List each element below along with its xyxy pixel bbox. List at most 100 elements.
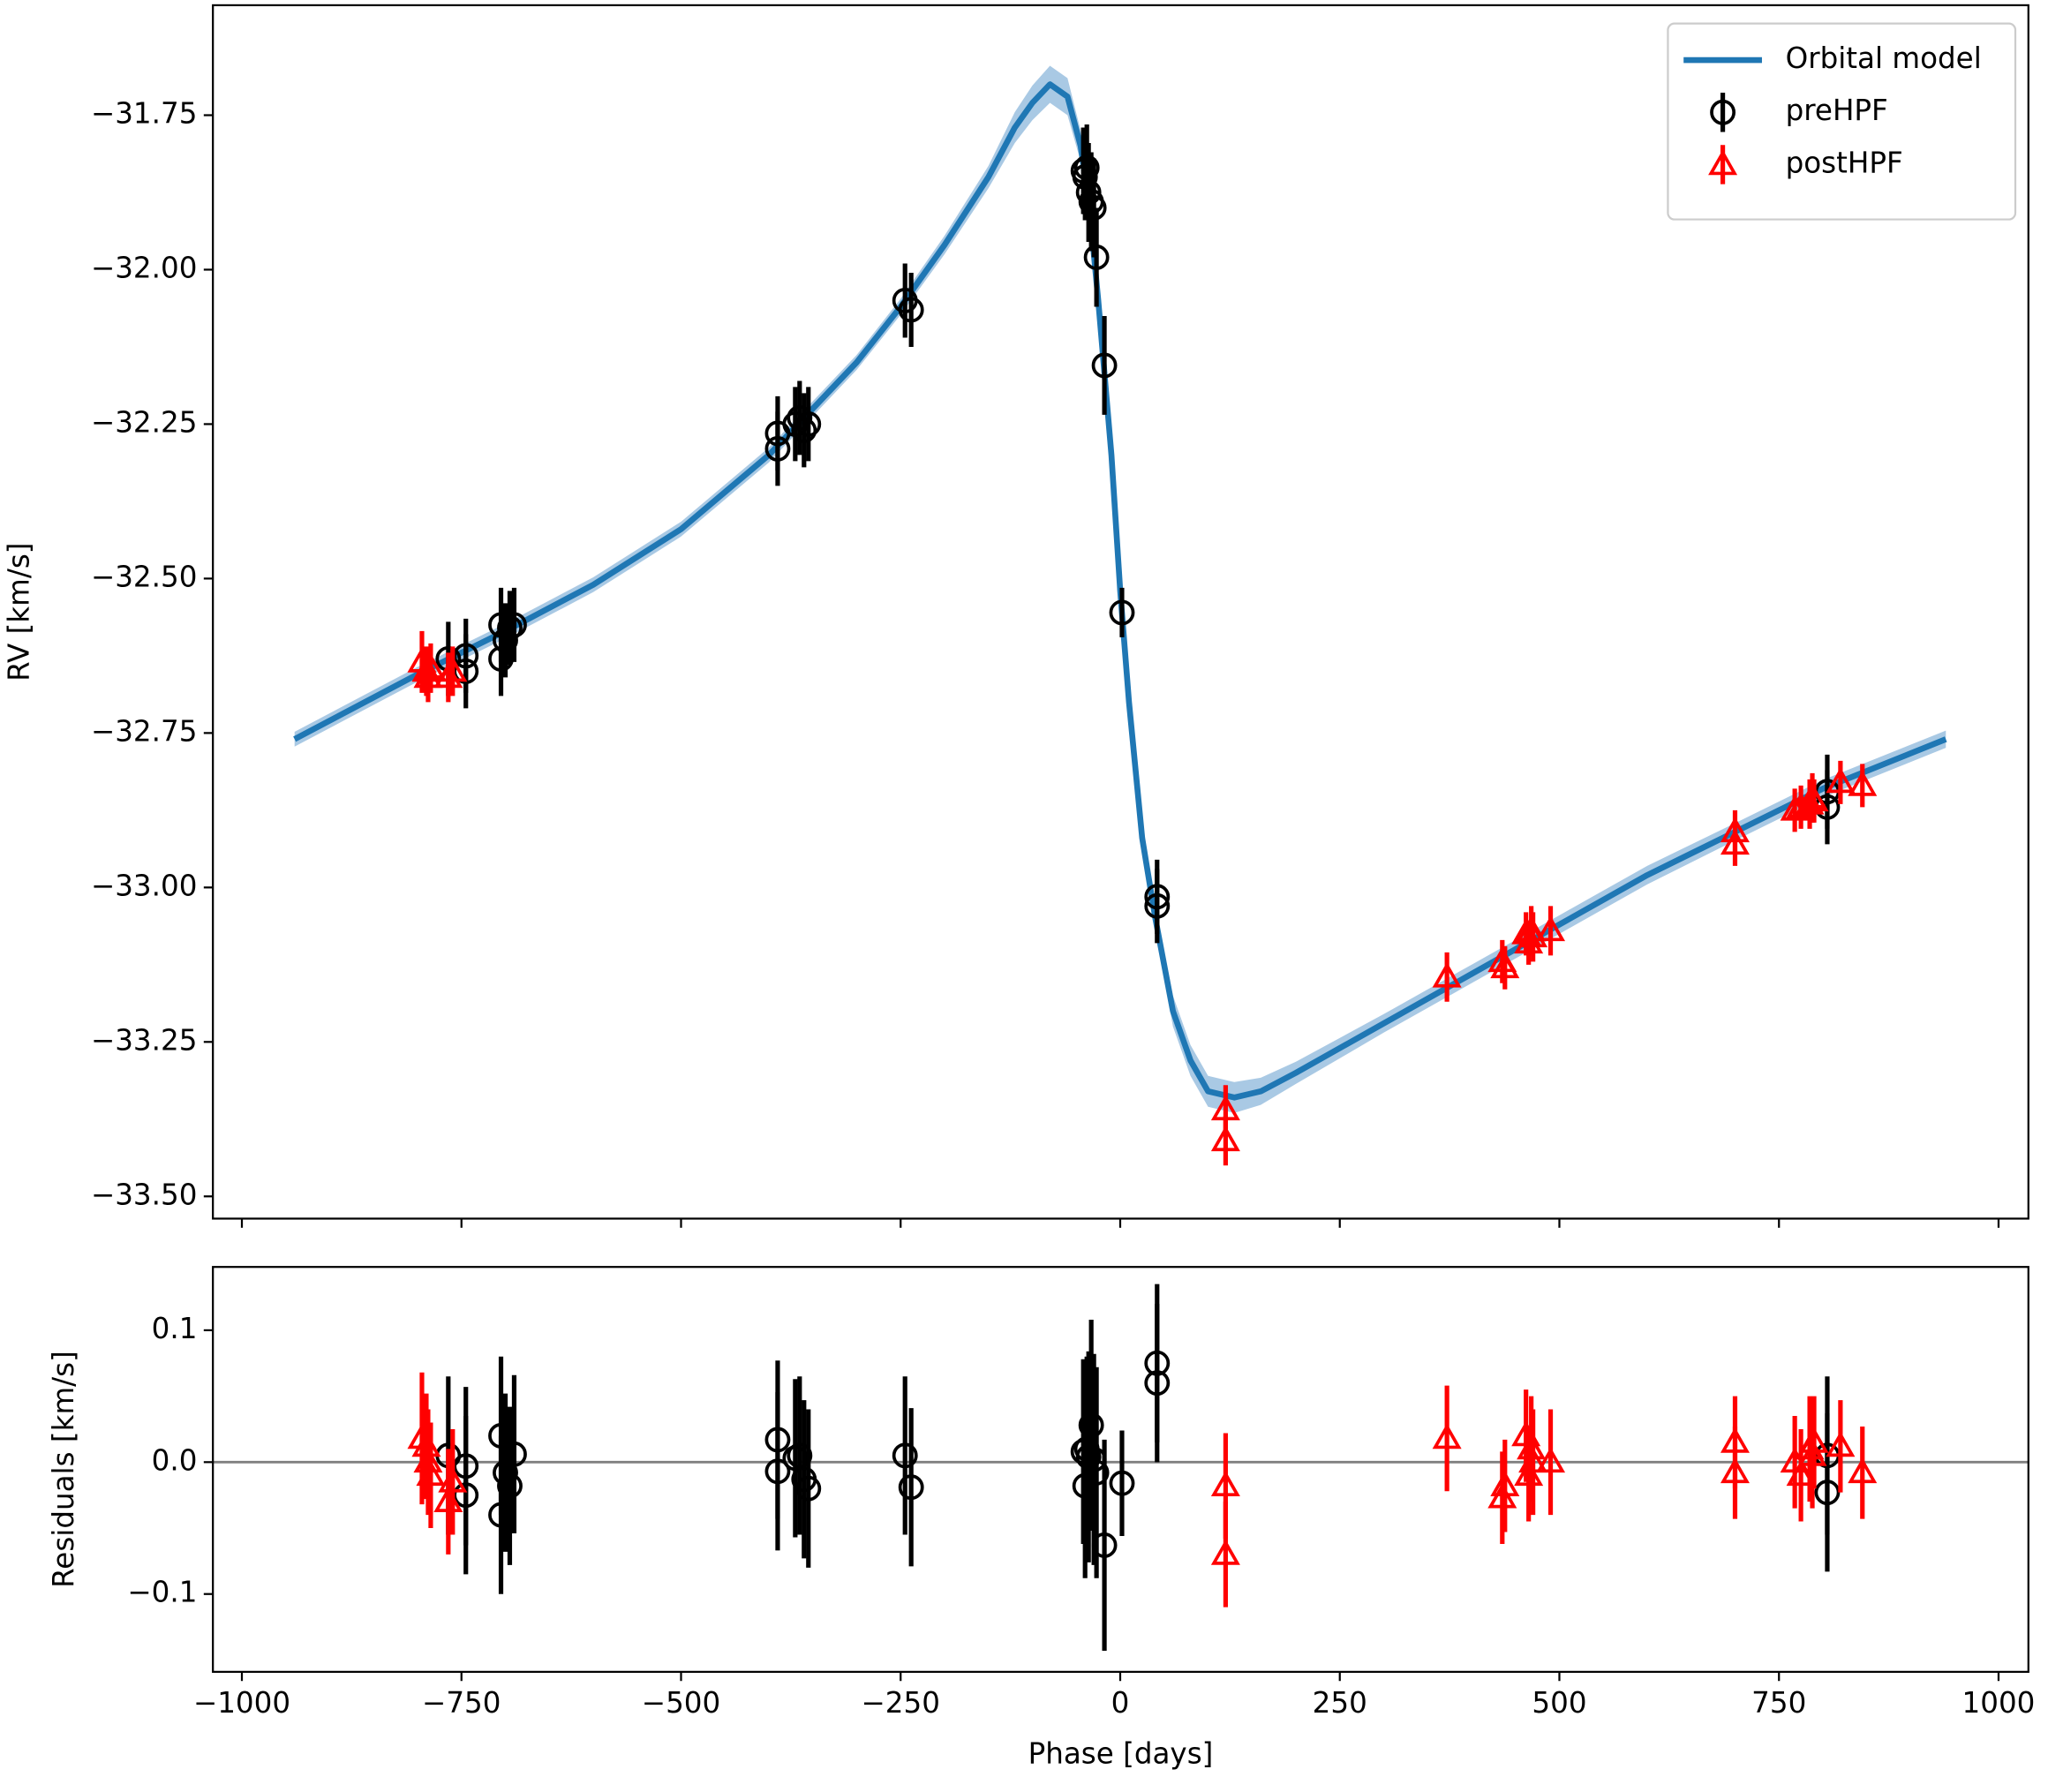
triangle-marker (416, 1460, 446, 1487)
circle-marker (501, 612, 527, 638)
triangle-marker (1210, 1126, 1240, 1152)
plot-frame (212, 4, 2029, 1220)
triangle-marker (1797, 1440, 1827, 1466)
circle-marker (1109, 599, 1135, 626)
y-tick-label: −32.75 (91, 714, 197, 748)
circle-marker (1072, 164, 1098, 190)
circle-marker (501, 1441, 527, 1467)
y-tick-label: −0.1 (127, 1576, 197, 1609)
y-tick-label: −33.50 (91, 1178, 197, 1211)
triangle-marker (433, 1487, 463, 1512)
model-line (293, 81, 1947, 1101)
y-tick-label: −33.25 (91, 1023, 197, 1057)
y-tick-label: −33.00 (91, 869, 197, 902)
circle-marker (764, 435, 791, 462)
circle-marker (1080, 1446, 1107, 1472)
circle-marker (1080, 195, 1107, 221)
triangle-marker (1848, 1457, 1878, 1484)
circle-marker (1144, 1370, 1171, 1397)
triangle-marker (438, 1466, 468, 1493)
legend-label: Orbital model (1786, 41, 1982, 75)
circle-marker (795, 1475, 822, 1502)
circle-marker (764, 1427, 791, 1453)
y-axis-label: Residuals [km/s] (47, 1351, 80, 1588)
triangle-marker (1799, 1427, 1829, 1453)
triangle-marker (1432, 961, 1462, 988)
circle-marker (1078, 1412, 1104, 1438)
triangle-marker (1432, 1423, 1462, 1449)
x-tick-label: −250 (862, 1686, 940, 1720)
triangle-marker (1210, 1471, 1240, 1497)
y-tick-label: −32.50 (91, 560, 197, 593)
triangle-marker (1720, 829, 1750, 855)
y-axis-label: RV [km/s] (3, 543, 36, 681)
x-tick-label: −750 (422, 1686, 501, 1720)
legend-label: preHPF (1786, 94, 1888, 127)
circle-marker (488, 1423, 514, 1449)
circle-marker (1083, 1459, 1110, 1486)
circle-marker (1083, 245, 1110, 270)
triangle-marker (416, 652, 446, 679)
x-tick-label: 250 (1313, 1686, 1367, 1720)
triangle-marker (1720, 817, 1750, 843)
circle-marker (1109, 1470, 1135, 1496)
circle-marker (488, 1502, 514, 1528)
x-tick-label: 500 (1532, 1686, 1586, 1720)
triangle-marker (1518, 922, 1548, 948)
x-tick-label: −500 (642, 1686, 720, 1720)
triangle-marker (1511, 918, 1541, 945)
plot-frame (212, 1266, 2029, 1673)
x-tick-label: −1000 (193, 1686, 290, 1720)
x-tick-label: 0 (1111, 1686, 1130, 1720)
triangle-marker (1490, 1471, 1520, 1497)
y-tick-label: 0.0 (152, 1443, 198, 1477)
x-axis-label: Phase [days] (1028, 1737, 1214, 1771)
triangle-marker (1826, 767, 1856, 794)
legend-label: postHPF (1786, 146, 1903, 179)
y-tick-label: −31.75 (91, 96, 197, 130)
triangle-marker (1536, 1447, 1566, 1473)
circle-marker (1091, 352, 1118, 379)
legend-swatch (1708, 149, 1738, 176)
triangle-marker (1517, 1434, 1547, 1460)
triangle-marker (1514, 1460, 1544, 1487)
circle-marker (1073, 154, 1100, 181)
x-tick-label: 750 (1751, 1686, 1806, 1720)
circle-marker (787, 1442, 813, 1469)
circle-marker (488, 645, 514, 672)
plot-area (293, 65, 1947, 1166)
circle-marker (1091, 1532, 1118, 1558)
triangle-marker (1786, 1460, 1816, 1487)
y-tick-label: −32.00 (91, 251, 197, 284)
circle-marker (497, 1472, 523, 1499)
x-tick-label: 1000 (1962, 1686, 2036, 1720)
triangle-marker (1848, 770, 1878, 796)
plot-area (407, 1284, 1878, 1651)
circle-marker (1144, 1350, 1171, 1376)
circle-marker (764, 1458, 791, 1485)
triangle-marker (1536, 915, 1566, 942)
triangle-marker (1799, 786, 1829, 812)
triangle-marker (1518, 1447, 1548, 1473)
triangle-marker (1720, 1457, 1750, 1484)
triangle-marker (1780, 1447, 1810, 1473)
y-tick-label: 0.1 (152, 1312, 198, 1345)
triangle-marker (1720, 1427, 1750, 1453)
legend-swatch (1710, 99, 1736, 125)
circle-marker (892, 1442, 918, 1469)
circle-marker (1144, 884, 1171, 910)
triangle-marker (1210, 1095, 1240, 1121)
triangle-marker (438, 656, 468, 682)
circle-marker (497, 614, 523, 641)
triangle-marker (1826, 1431, 1856, 1457)
circle-marker (795, 411, 822, 437)
circle-marker (1144, 892, 1171, 919)
triangle-marker (1490, 952, 1520, 979)
circle-marker (791, 418, 817, 443)
legend-box (1667, 22, 2017, 221)
circle-marker (898, 297, 924, 323)
triangle-marker (1210, 1539, 1240, 1565)
circle-marker (898, 1474, 924, 1501)
